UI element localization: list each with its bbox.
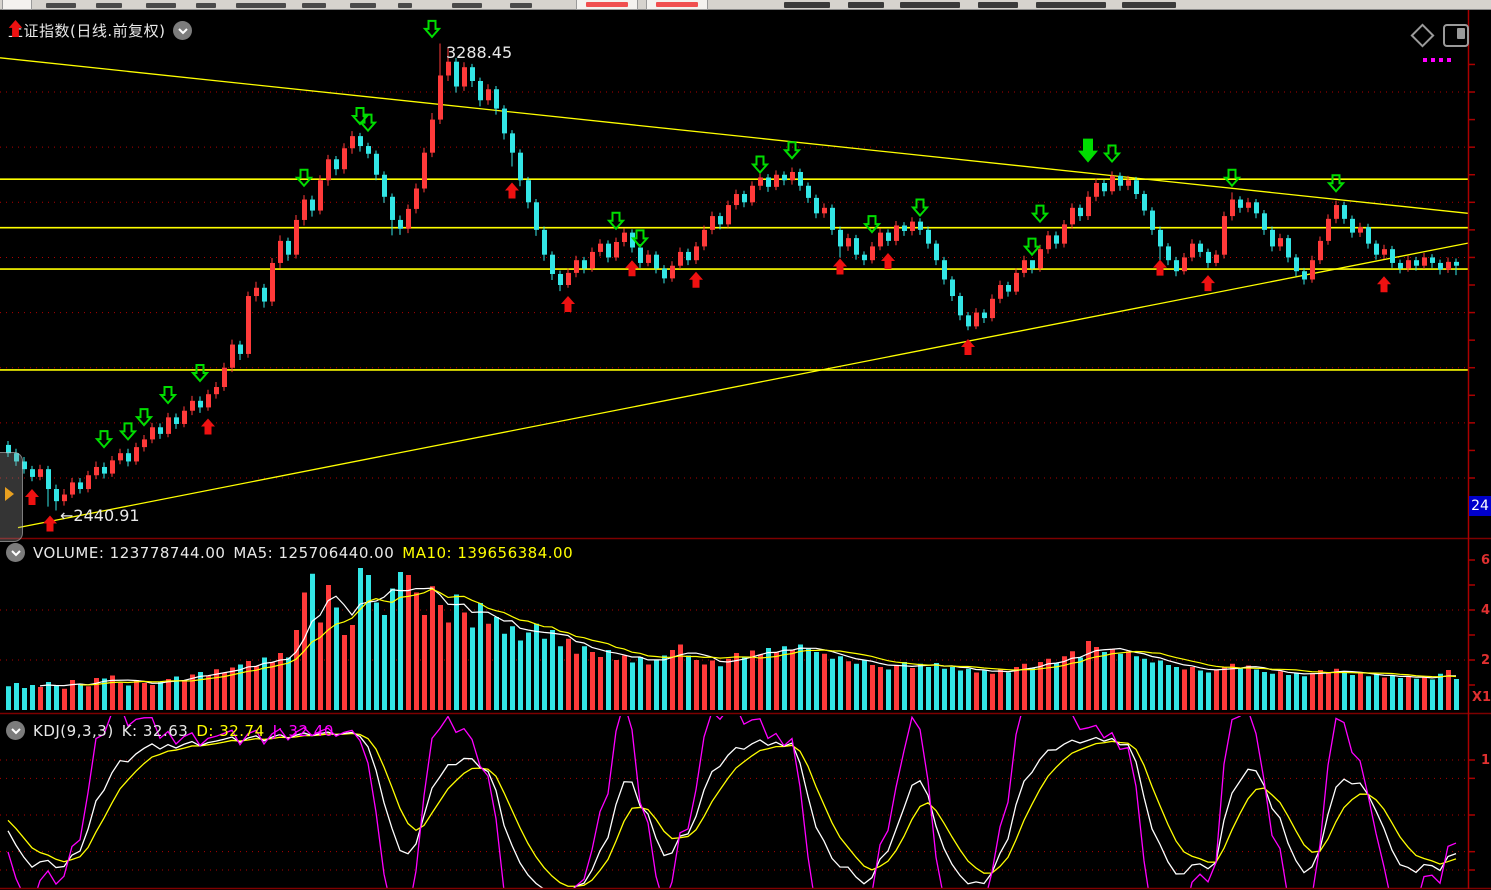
collapse-main-panel-button[interactable] [173,21,193,40]
vol-axis-unit: X1 [1472,690,1491,705]
chevron-down-icon [10,549,21,556]
window-layout-icon[interactable] [1443,24,1469,47]
main-chart-header: 上证指数(日线.前复权) [8,20,193,41]
ma10-value: 139656384.00 [457,543,574,562]
chevron-down-icon [178,27,188,34]
j-label: J: [272,721,284,740]
expand-right-icon [5,487,14,501]
menubar [0,0,1491,10]
ma10-label: MA10: [402,543,453,562]
menubar-button[interactable] [576,0,638,10]
chart-title: 上证指数(日线.前复权) [8,22,166,40]
collapse-volume-panel-button[interactable] [6,543,25,562]
volume-value: 123778744.00 [109,543,226,562]
menubar-button[interactable] [646,0,708,10]
kdj-axis-label: 1 [1481,753,1491,768]
j-value: 32.40 [288,721,334,740]
chevron-down-icon [10,727,21,734]
volume-header: VOLUME: 123778744.00 MA5: 125706440.00 M… [6,543,573,562]
k-value: 32.63 [142,721,189,740]
d-label: D: [196,721,214,740]
ma5-value: 125706440.00 [278,543,395,562]
k-label: K: [121,721,138,740]
kdj-label: KDJ(9,3,3) [33,721,114,740]
collapse-kdj-panel-button[interactable] [6,721,25,740]
ma5-label: MA5: [233,543,274,562]
price-up-arrow-icon [8,20,23,37]
d-value: 32.74 [219,721,265,740]
volume-label: VOLUME: [33,543,105,562]
menubar-icon[interactable] [2,0,32,10]
left-panel-expand-handle[interactable] [0,452,23,542]
peak-price-label: 3288.45 [446,43,512,62]
kdj-header: KDJ(9,3,3) K: 32.63 D: 32.74 J: 32.40 [6,721,334,740]
magenta-dots-decoration [1423,58,1451,62]
vol-axis-label-4: 4 [1481,603,1491,618]
low-price-label: ←2440.91 [60,506,140,525]
price-axis-tag: 24 [1469,496,1491,516]
vol-axis-label-2: 2 [1481,653,1491,668]
vol-axis-label-6: 6 [1481,553,1491,568]
